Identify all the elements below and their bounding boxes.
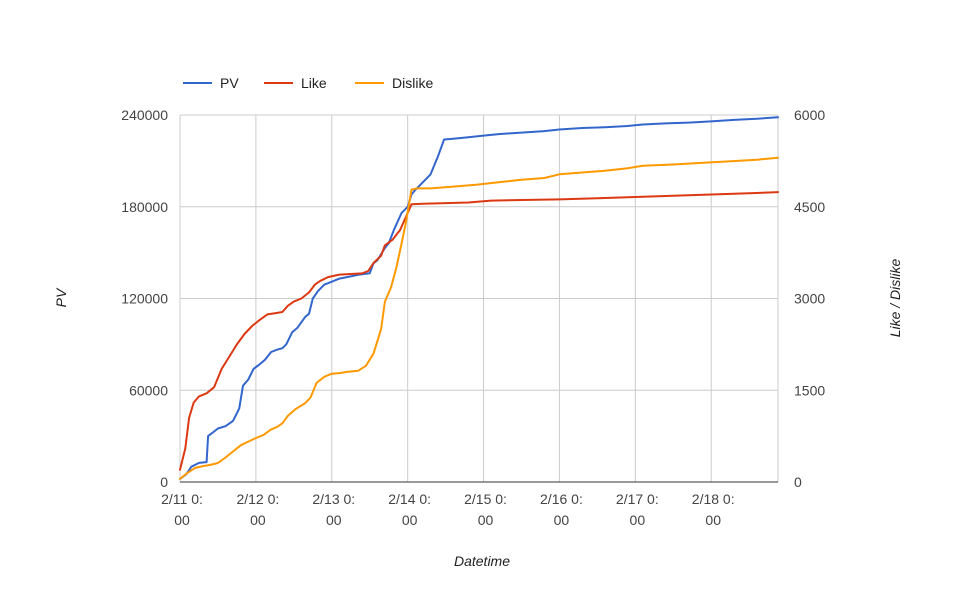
x-tick-label: 2/18 0: 00 (692, 491, 735, 528)
y2-tick-label: 4500 (794, 199, 825, 215)
legend-label: PV (220, 75, 239, 91)
y-tick-label: 60000 (129, 382, 168, 398)
secondary-y-axis-title: Like / Dislike (887, 259, 903, 338)
y-tick-label: 120000 (121, 291, 168, 307)
x-tick-label: 2/15 0: 00 (464, 491, 507, 528)
x-axis-title: Datetime (454, 553, 510, 569)
x-tick-label: 2/11 0: 00 (161, 491, 203, 528)
x-tick-label: 2/13 0: 00 (312, 491, 355, 528)
x-axis-ticks: 2/11 0: 00 2/12 0: 00 2/13 0: 00 2/14 0: 00 2/15… (161, 491, 735, 528)
series-line-pv (179, 116, 779, 480)
legend: PV Like Dislike (183, 75, 433, 91)
x-tick-label: 2/17 0: 00 (616, 491, 659, 528)
right-axis-ticks: 0 1500 3000 4500 6000 (794, 107, 825, 490)
legend-label: Dislike (392, 75, 433, 91)
legend-label: Like (301, 75, 327, 91)
y2-tick-label: 1500 (794, 382, 825, 398)
left-axis-ticks: 0 60000 120000 180000 240000 (121, 107, 168, 490)
x-tick-label: 2/16 0: 00 (540, 491, 583, 528)
series-lines (179, 116, 779, 480)
y-tick-label: 240000 (121, 107, 168, 123)
y2-tick-label: 3000 (794, 291, 825, 307)
y-tick-label: 0 (160, 474, 168, 490)
x-tick-label: 2/14 0: 00 (388, 491, 431, 528)
y2-tick-label: 0 (794, 474, 802, 490)
y2-tick-label: 6000 (794, 107, 825, 123)
y-axis-title: PV (53, 287, 69, 307)
gridlines (179, 114, 779, 482)
series-line-like (179, 191, 779, 471)
x-tick-label: 2/12 0: 00 (236, 491, 279, 528)
y-tick-label: 180000 (121, 199, 168, 215)
series-line-dislike (179, 156, 779, 480)
